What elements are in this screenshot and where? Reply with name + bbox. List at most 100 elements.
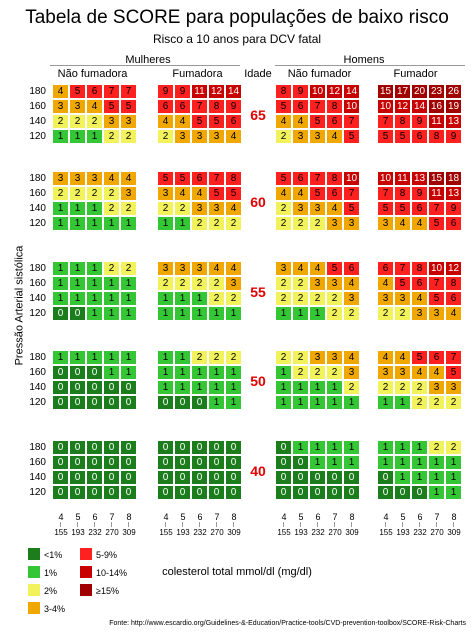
risk-cell: 2 (191, 216, 208, 231)
risk-cell: 10 (343, 171, 360, 186)
risk-cell: 2 (174, 201, 191, 216)
risk-cell: 0 (191, 395, 208, 410)
risk-cell: 8 (394, 186, 411, 201)
risk-cell: 3 (275, 261, 292, 276)
risk-cell: 8 (225, 171, 242, 186)
x-tick-mark (199, 522, 200, 527)
risk-cell: 1 (103, 306, 120, 321)
risk-cell: 6 (445, 216, 462, 231)
risk-cell: 6 (191, 171, 208, 186)
risk-cell: 2 (377, 380, 394, 395)
risk-cell: 1 (275, 395, 292, 410)
risk-cell: 1 (86, 291, 103, 306)
risk-cell: 19 (445, 99, 462, 114)
risk-cell: 5 (394, 129, 411, 144)
risk-cell: 2 (292, 291, 309, 306)
risk-cell: 1 (225, 380, 242, 395)
risk-cell: 16 (428, 99, 445, 114)
risk-cell: 2 (275, 350, 292, 365)
risk-cell: 3 (103, 114, 120, 129)
risk-cell: 6 (343, 261, 360, 276)
x-tick-mmol: 8 (349, 512, 355, 522)
risk-cell: 2 (275, 129, 292, 144)
x-tick-mgdl: 232 (311, 528, 325, 537)
risk-cell: 5 (411, 350, 428, 365)
risk-cell: 15 (428, 171, 445, 186)
risk-cell: 4 (411, 365, 428, 380)
risk-cell: 2 (445, 395, 462, 410)
risk-cell: 13 (445, 186, 462, 201)
risk-cell: 0 (411, 485, 428, 500)
risk-cell: 4 (103, 171, 120, 186)
x-tick-mgdl: 270 (210, 528, 224, 537)
risk-cell: 2 (225, 291, 242, 306)
risk-cell: 2 (292, 365, 309, 380)
risk-cell: 5 (309, 186, 326, 201)
risk-cell: 5 (191, 114, 208, 129)
risk-cell: 1 (69, 129, 86, 144)
risk-cell: 0 (86, 380, 103, 395)
x-tick-mgdl: 193 (176, 528, 190, 537)
risk-cell: 6 (292, 171, 309, 186)
risk-cell: 3 (52, 171, 69, 186)
x-tick-mark (385, 522, 386, 527)
risk-cell: 5 (225, 186, 242, 201)
risk-cell: 1 (191, 291, 208, 306)
risk-cell: 7 (309, 99, 326, 114)
x-tick-mgdl: 309 (122, 528, 136, 537)
risk-cell: 1 (157, 365, 174, 380)
risk-cell: 2 (343, 380, 360, 395)
risk-cell: 17 (394, 84, 411, 99)
risk-cell: 0 (103, 470, 120, 485)
risk-cell: 0 (103, 485, 120, 500)
legend-swatch (28, 566, 40, 578)
risk-cell: 0 (86, 470, 103, 485)
risk-cell: 3 (309, 350, 326, 365)
risk-cell: 5 (428, 216, 445, 231)
x-tick-mark (402, 522, 403, 527)
risk-cell: 8 (428, 129, 445, 144)
group-label-women-nonsmoker: Não fumadora (57, 68, 128, 80)
risk-cell: 0 (275, 440, 292, 455)
risk-cell: 0 (103, 455, 120, 470)
risk-cell: 0 (309, 485, 326, 500)
x-tick-mark (351, 522, 352, 527)
sbp-label: 180 (29, 86, 46, 97)
risk-cell: 15 (377, 84, 394, 99)
risk-cell: 1 (208, 365, 225, 380)
risk-cell: 0 (326, 470, 343, 485)
risk-cell: 4 (377, 276, 394, 291)
sex-label-women: Mulheres (125, 54, 171, 66)
risk-cell: 3 (69, 171, 86, 186)
risk-cell: 10 (377, 99, 394, 114)
risk-cell: 6 (377, 261, 394, 276)
risk-cell: 2 (377, 306, 394, 321)
risk-cell: 7 (120, 84, 137, 99)
risk-cell: 0 (292, 470, 309, 485)
risk-cell: 1 (157, 380, 174, 395)
risk-cell: 8 (411, 261, 428, 276)
x-tick-mmol: 4 (163, 512, 169, 522)
risk-cell: 1 (174, 365, 191, 380)
risk-cell: 2 (292, 276, 309, 291)
risk-cell: 0 (69, 470, 86, 485)
risk-cell: 4 (225, 201, 242, 216)
risk-cell: 3 (428, 380, 445, 395)
risk-cell: 0 (191, 470, 208, 485)
risk-cell: 6 (225, 114, 242, 129)
risk-cell: 0 (120, 395, 137, 410)
risk-cell: 0 (174, 470, 191, 485)
risk-cell: 1 (174, 306, 191, 321)
risk-cell: 0 (174, 395, 191, 410)
risk-cell: 2 (411, 380, 428, 395)
risk-cell: 0 (103, 440, 120, 455)
risk-cell: 1 (411, 455, 428, 470)
risk-cell: 3 (292, 201, 309, 216)
risk-cell: 2 (411, 395, 428, 410)
risk-cell: 0 (377, 470, 394, 485)
x-tick-mmol: 5 (400, 512, 406, 522)
risk-cell: 1 (191, 365, 208, 380)
risk-cell: 0 (52, 440, 69, 455)
x-tick-mmol: 8 (126, 512, 132, 522)
risk-cell: 2 (208, 216, 225, 231)
